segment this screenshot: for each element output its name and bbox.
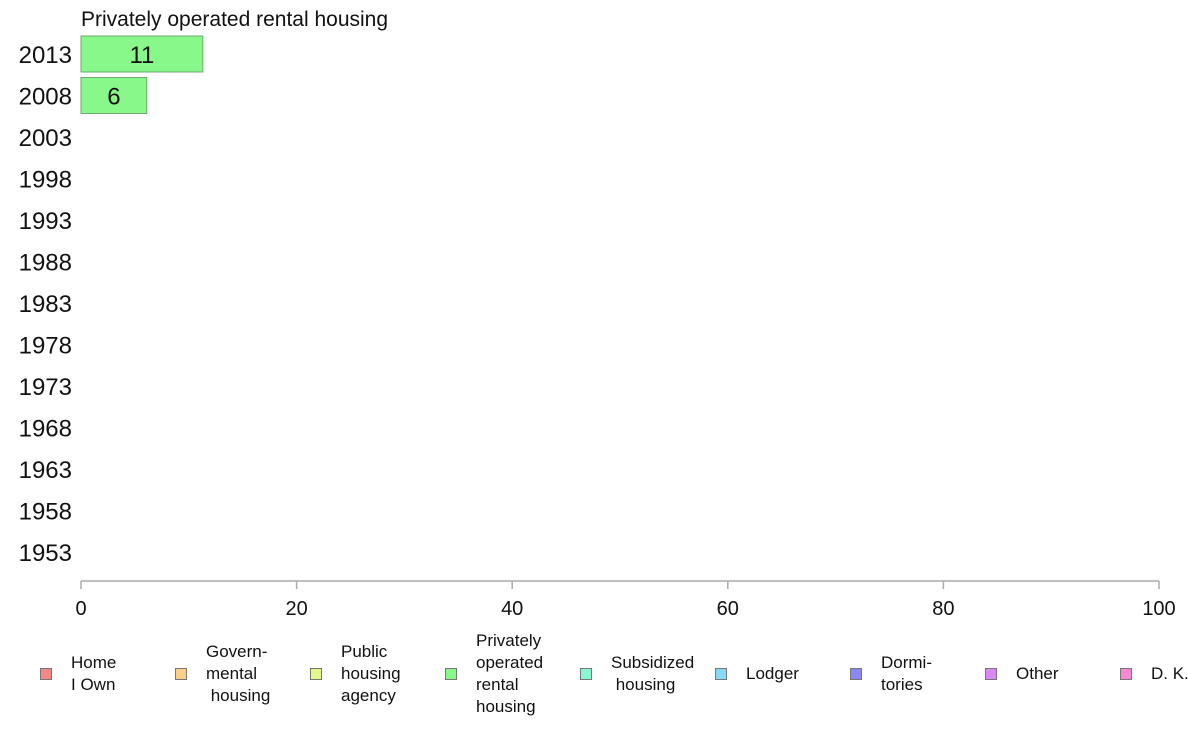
legend-item: Lodger [715,663,799,685]
legend-item: Govern- mental housing [175,641,270,707]
legend-label: Subsidized housing [611,653,695,694]
y-tick-label: 2013 [19,42,72,69]
y-tick-label: 1998 [19,167,72,194]
legend: Home I Own Govern- mental housing Public h… [0,628,1188,728]
bar [80,35,204,73]
y-tick-label: 1958 [19,499,72,526]
legend-item: Dormi- tories [850,652,932,696]
y-tick-label: 1963 [19,457,72,484]
bar [80,77,148,114]
y-tick-label: 1993 [19,208,72,235]
bar-data-label: 6 [107,84,120,111]
legend-item: Subsidized housing [580,652,694,696]
legend-swatch [580,668,592,680]
legend-swatch [850,668,862,680]
y-tick-label: 1988 [19,250,72,277]
legend-label: Privately operated rental housing [476,631,544,716]
chart-title: Privately operated rental housing [81,8,388,31]
x-tick-label: 40 [501,598,523,620]
bar-data-label: 11 [129,42,154,69]
legend-label: Lodger [746,664,799,683]
y-tick-label: 1978 [19,333,72,360]
legend-label: Govern- mental housing [206,642,271,705]
legend-label: Home I Own [71,653,117,694]
legend-label: D. K. [1151,664,1188,683]
legend-swatch [1120,668,1132,680]
legend-item: D. K. [1120,663,1188,685]
legend-item: Public housing agency [310,641,401,707]
legend-label: Public housing agency [341,642,401,705]
y-tick-label: 2003 [19,125,72,152]
legend-label: Other [1016,664,1059,683]
y-tick-label: 1953 [19,540,72,567]
x-tick-label: 60 [717,598,739,620]
y-tick-label: 1983 [19,291,72,318]
legend-swatch [715,668,727,680]
legend-swatch [175,668,187,680]
legend-item: Privately operated rental housing [445,630,543,718]
x-tick-label: 20 [285,598,307,620]
y-tick-label: 1973 [19,374,72,401]
legend-swatch [985,668,997,680]
y-tick-label: 2008 [19,84,72,111]
legend-label: Dormi- tories [881,653,932,694]
x-tick-label: 80 [932,598,954,620]
legend-item: Other [985,663,1059,685]
x-tick-label: 0 [75,598,86,620]
x-tick-label: 100 [1142,598,1175,620]
legend-swatch [310,668,322,680]
y-tick-label: 1968 [19,416,72,443]
legend-swatch [40,668,52,680]
legend-swatch [445,668,457,680]
legend-item: Home I Own [40,652,116,696]
